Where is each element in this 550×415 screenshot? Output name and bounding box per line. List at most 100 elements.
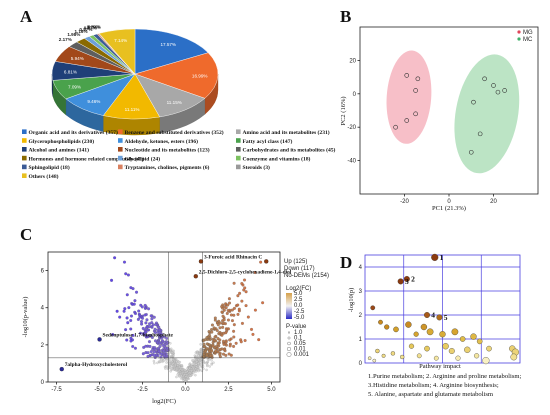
pie-percent-label-14: 0.14% [88,24,101,29]
volcano-point [162,359,165,363]
pca-point-mg-5 [413,88,418,93]
volcano-point [222,347,226,351]
volcano-point [175,368,179,372]
volcano-point [226,327,230,331]
volcano-point [228,301,232,305]
volcano-annotation-2: 2,5-Dichloro-2,5-cyclohexadiene-1,4-diol [199,269,292,275]
volcano-annotation-4: 7alpha-Hydroxycholesterol [65,362,128,368]
volcano-annotation-1: Rhinacin C [236,254,262,260]
legend-swatch-13 [118,164,123,170]
pathway-point-16 [470,333,477,340]
volcano-point [225,311,229,315]
pathway-caption-line-2: 5. Alanine, aspartate and glutamate meta… [368,391,494,398]
volcano-point [239,340,243,344]
legend-label-3: Glycerophospholipids (230) [29,138,95,145]
pathway-point-31 [474,353,480,359]
volcano-point [228,338,232,342]
pca-point-mc-1 [477,131,483,137]
volcano-point [232,323,236,327]
volcano-point [206,360,210,363]
legend-label-2: Amino acid and its metabolites (231) [243,129,330,136]
pathway-point-11 [420,323,428,331]
volcano-point [149,350,153,354]
pca-point-mc-2 [491,83,496,88]
volcano-point [236,303,240,307]
volcano-point [133,299,137,303]
volcano-point [185,378,189,381]
volcano-size-legend-tick-2: 0.05 [294,341,306,347]
volcano-point [218,353,222,357]
volcano-point [202,342,206,346]
pathway-point-14 [451,328,459,336]
volcano-point [236,312,240,316]
pathway-point-19 [424,345,430,352]
volcano-point [161,343,165,347]
volcano-point [212,326,216,330]
volcano-point [236,294,240,298]
volcano-point [169,370,172,373]
pie-percent-label-15: 7.14% [114,38,127,43]
pathway-point-36 [367,356,372,360]
volcano-x-tick-3: 0.0 [181,387,190,393]
legend-swatch-4 [118,138,123,143]
volcano-point [160,352,164,356]
legend-label-6: Alcohol and amines (141) [29,147,90,154]
volcano-annotation-0: 3-Furoic acid [204,254,235,260]
legend-swatch-14 [236,164,241,170]
volcano-point [188,363,191,366]
pie-legend: Organic acid and its derivatives (357) Be… [22,129,336,180]
volcano-point [222,308,226,312]
pca-point-mc-0 [468,149,474,155]
pathway-y-axis-label: -log10(p) [348,288,355,313]
volcano-highlight-3 [97,337,102,342]
pca-point-mg-0 [393,124,398,130]
volcano-point [158,344,162,348]
volcano-point [124,328,128,332]
volcano-size-legend-dot-1 [287,336,291,340]
pca-point-mg-2 [413,111,418,117]
volcano-colorbar [286,293,292,319]
pca-y-tick-3: 20 [349,58,356,64]
pathway-point-10 [413,331,419,337]
volcano-point [153,346,157,350]
volcano-point [179,372,182,376]
volcano-point [162,354,166,358]
volcano-point [162,349,166,353]
volcano-point [244,304,248,308]
pca-y-tick-0: -40 [347,159,356,165]
volcano-point [137,309,141,313]
volcano-point [227,297,231,301]
legend-swatch-6 [22,147,27,152]
legend-label-14: Steroids (3) [243,164,271,171]
pca-x-tick-2: 20 [490,199,497,205]
pathway-point-8 [393,326,399,333]
volcano-point [122,309,126,313]
volcano-point [144,321,148,325]
pca-ellipse-mg [386,50,432,144]
volcano-point [141,332,145,336]
volcano-point [166,357,170,361]
pathway-point-5 [370,305,376,311]
volcano-x-tick-5: 5.0 [267,387,276,393]
pathway-caption: 1.Purine metabolism; 2. Arginine and pro… [368,373,522,398]
panel-a: A 17.57% 16.99% 11.15% 11.11% 9.46% 7.09% 6.81… [20,7,336,180]
pathway-point-26 [390,351,396,356]
panel-label-b: B [340,7,351,26]
volcano-point [218,347,222,351]
volcano-point [158,341,162,345]
pathway-point-32 [482,357,490,365]
pca-point-mc-3 [495,89,501,95]
pathway-point-22 [464,346,471,353]
volcano-point [253,270,257,274]
volcano-point [203,345,207,349]
pathway-point-27 [400,354,405,360]
volcano-point [143,303,147,307]
volcano-size-legend-dot-4 [286,352,292,357]
legend-label-13: Tryptamines, cholines, pigments (6) [125,164,210,171]
volcano-point [133,312,137,316]
volcano-point [124,272,128,276]
volcano-point [230,319,234,323]
volcano-legend-2: No-DEMs (2154) [284,273,329,279]
volcano-point [157,325,161,329]
volcano-point [175,375,178,379]
